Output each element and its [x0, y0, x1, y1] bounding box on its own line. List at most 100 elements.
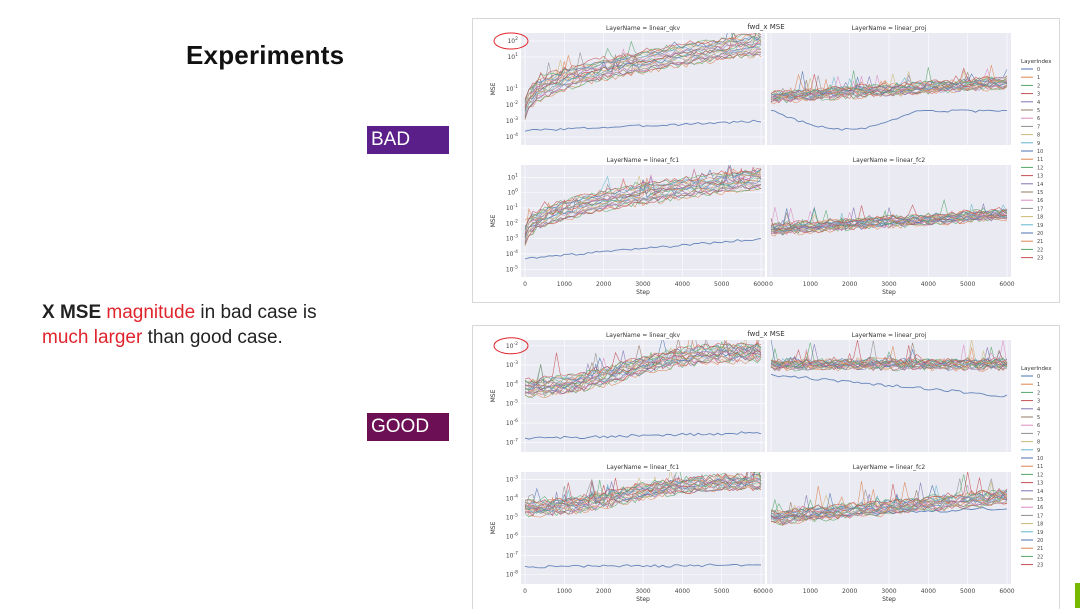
x-tick-label: 5000	[960, 281, 975, 288]
legend-entry: 5	[1037, 108, 1040, 114]
x-tick-label: 3000	[635, 588, 650, 595]
series-line-layer-23	[770, 204, 1008, 226]
series-line-layer-17	[524, 36, 762, 105]
panel-title: LayerName = linear_proj	[852, 25, 927, 32]
y-axis-label: MSE	[490, 82, 497, 95]
legend-entry: 21	[1037, 239, 1043, 245]
caption-bad-case: in bad case is	[200, 302, 317, 323]
series-line-layer-14	[770, 74, 1008, 98]
legend-entry: 9	[1037, 141, 1040, 147]
legend-entry: 11	[1037, 157, 1043, 163]
series-line-layer-1	[524, 340, 762, 399]
legend-entry: 8	[1037, 133, 1040, 139]
series-line-layer-22	[770, 75, 1008, 95]
legend-entry: 4	[1037, 407, 1040, 413]
panel-0: LayerName = linear_qkv 102 101 10-1 10-2 10-3…	[490, 25, 765, 145]
y-tick-label: 10-4	[506, 379, 518, 388]
y-tick-label: 10-3	[506, 360, 518, 369]
series-line-layer-18	[770, 490, 1008, 516]
good-case-chart-svg: fwd_x MSE LayerName = linear_qkv 10-2 10-3 1…	[490, 330, 1052, 603]
slide-title: Experiments	[186, 40, 345, 70]
y-tick-label: 100	[507, 188, 518, 197]
series-group	[770, 340, 1008, 398]
x-tick-label: 5000	[960, 588, 975, 595]
series-line-layer-0	[524, 431, 762, 440]
series-line-layer-23	[524, 33, 762, 100]
good-case-chart: fwd_x MSE LayerName = linear_qkv 10-2 10-3 1…	[472, 325, 1060, 609]
series-group	[524, 340, 762, 440]
series-line-layer-2	[770, 500, 1008, 526]
legend-entry: 20	[1037, 231, 1043, 237]
series-line-layer-19	[770, 489, 1008, 517]
legend-entry: 23	[1037, 256, 1043, 262]
series-line-layer-21	[524, 168, 762, 221]
y-tick-label: 10-5	[506, 513, 518, 522]
series-group	[524, 165, 762, 260]
legend-entry: 13	[1037, 481, 1043, 487]
legend-title: LayerIndex	[1021, 59, 1052, 65]
legend-entry: 6	[1037, 116, 1040, 122]
x-tick-label: 6000	[753, 588, 768, 595]
panel-title: LayerName = linear_fc2	[853, 157, 926, 164]
legend-entry: 19	[1037, 530, 1043, 536]
series-line-layer-4	[524, 340, 762, 394]
highlight-circle	[493, 337, 529, 355]
legend-entry: 0	[1037, 374, 1040, 380]
legend-entry: 10	[1037, 456, 1043, 462]
legend: LayerIndex012345678910111213141516171819…	[1021, 59, 1052, 262]
series-line-layer-23	[524, 168, 762, 228]
panel-title: LayerName = linear_fc2	[853, 464, 926, 471]
series-line-layer-0	[770, 373, 1008, 398]
legend-entry: 21	[1037, 546, 1043, 552]
x-axis-label: Step	[882, 596, 896, 603]
series-line-layer-22	[524, 168, 762, 228]
legend-entry: 17	[1037, 513, 1043, 519]
panel-title: LayerName = linear_qkv	[606, 332, 681, 339]
y-tick-label: 10-3	[506, 475, 518, 484]
x-tick-label: 0	[769, 281, 773, 288]
legend-entry: 16	[1037, 198, 1043, 204]
legend-entry: 1	[1037, 382, 1040, 388]
y-tick-label: 10-4	[506, 249, 518, 258]
legend-entry: 20	[1037, 538, 1043, 544]
x-tick-label: 3000	[881, 588, 896, 595]
series-group	[524, 33, 762, 132]
x-tick-label: 2000	[842, 588, 857, 595]
legend-entry: 12	[1037, 165, 1043, 171]
x-tick-label: 3000	[635, 281, 650, 288]
y-tick-label: 10-6	[506, 418, 518, 427]
series-line-layer-12	[770, 494, 1008, 519]
caption-x-mse: X MSE	[42, 302, 102, 323]
series-line-layer-20	[770, 340, 1008, 366]
brand-accent-bar	[1075, 583, 1080, 608]
legend-entry: 4	[1037, 100, 1040, 106]
y-tick-label: 10-3	[506, 234, 518, 243]
y-tick-label: 101	[507, 172, 518, 181]
series-line-layer-13	[770, 477, 1008, 519]
x-axis-label: Step	[636, 596, 650, 603]
series-group	[770, 472, 1008, 527]
series-line-layer-6	[770, 484, 1008, 523]
legend: LayerIndex012345678910111213141516171819…	[1021, 366, 1052, 569]
legend-entry: 0	[1037, 67, 1040, 73]
y-tick-label: 10-4	[506, 494, 518, 503]
panel-title: LayerName = linear_fc1	[607, 464, 680, 471]
legend-entry: 8	[1037, 440, 1040, 446]
legend-entry: 18	[1037, 522, 1043, 528]
series-line-layer-19	[770, 356, 1008, 366]
y-tick-label: 10-5	[506, 399, 518, 408]
figure-title: fwd_x MSE	[747, 330, 784, 338]
x-axis-label: Step	[636, 289, 650, 296]
series-group	[770, 65, 1008, 131]
series-line-layer-22	[770, 198, 1008, 227]
series-line-layer-15	[524, 38, 762, 107]
series-line-layer-16	[770, 207, 1008, 229]
y-tick-label: 101	[507, 52, 518, 61]
series-group	[770, 198, 1008, 237]
x-tick-label: 0	[769, 588, 773, 595]
legend-entry: 5	[1037, 415, 1040, 421]
legend-entry: 9	[1037, 448, 1040, 454]
legend-entry: 7	[1037, 124, 1040, 130]
x-tick-label: 5000	[714, 588, 729, 595]
